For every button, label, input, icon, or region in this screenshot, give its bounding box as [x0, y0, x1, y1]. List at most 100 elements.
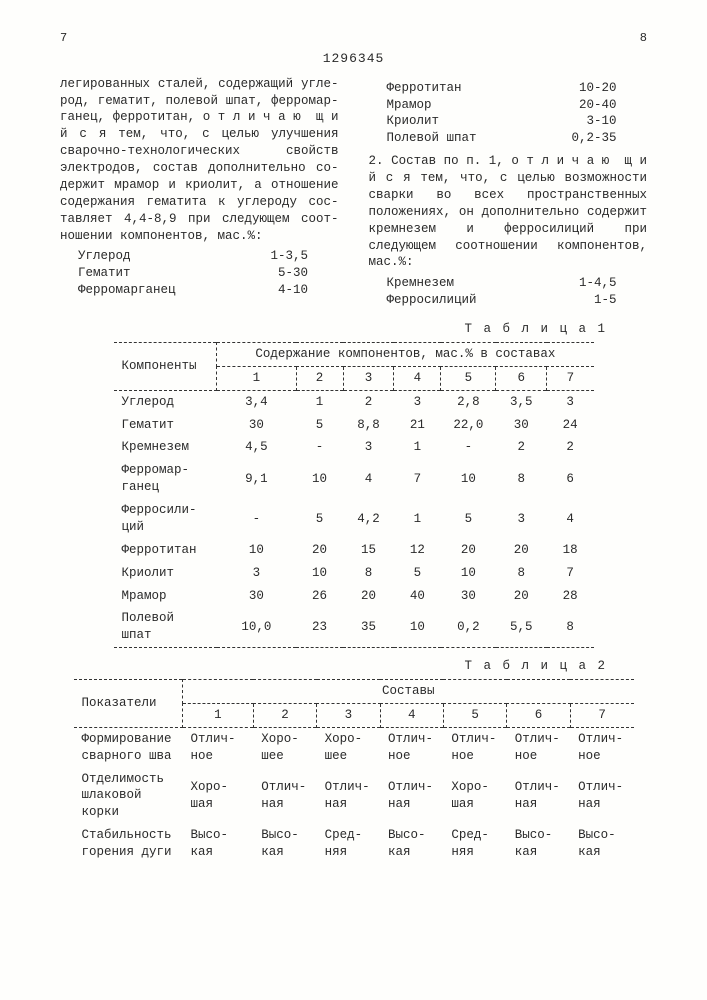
table-row-name: Углерод [114, 390, 217, 413]
table-cell: 10 [394, 607, 441, 647]
table-cell: 20 [441, 539, 496, 562]
table-cell: 4 [343, 459, 394, 499]
table-cell: 8,8 [343, 414, 394, 437]
left-paragraph: легированных сталей, содержащий угле­род… [60, 76, 339, 245]
table-cell: 3 [217, 562, 296, 585]
table-cell: 6 [547, 459, 594, 499]
component-name: Кремнезем [387, 275, 455, 292]
table-cell: 40 [394, 585, 441, 608]
table-cell: 0,2 [441, 607, 496, 647]
component-name: Ферросилиций [387, 292, 477, 309]
table-cell: 10 [441, 562, 496, 585]
table-cell: Хоро-шее [253, 727, 316, 767]
table-row-name: Ферромар-ганец [114, 459, 217, 499]
left-component-list: Углерод1-3,5Гематит5-30Ферромарганец4-10 [78, 248, 339, 299]
table-cell: 20 [496, 539, 547, 562]
component-row: Гематит5-30 [78, 265, 308, 282]
table-cell: 28 [547, 585, 594, 608]
table-cell: 1 [296, 390, 343, 413]
patent-number: 1296345 [60, 50, 647, 68]
component-value: 3-10 [586, 113, 616, 130]
component-row: Криолит3-10 [387, 113, 617, 130]
table-cell: 5 [394, 562, 441, 585]
table-cell: Отлич-ное [183, 727, 254, 767]
table-row-name: Отделимость шлаковой корки [74, 768, 183, 825]
table-cell: 3 [496, 499, 547, 539]
component-name: Ферротитан [387, 80, 462, 97]
table-cell: 2 [547, 436, 594, 459]
component-value: 20-40 [579, 97, 617, 114]
table-cell: Отлич-ная [507, 768, 570, 825]
table-cell: 30 [496, 414, 547, 437]
table-cell: 3,5 [496, 390, 547, 413]
table-cell: 8 [496, 562, 547, 585]
table-cell: 12 [394, 539, 441, 562]
table-cell: Сред-няя [443, 824, 506, 864]
component-row: Ферротитан 10-20 [387, 80, 617, 97]
component-value: 10-20 [579, 80, 617, 97]
table-row-name: Ферросили-ций [114, 499, 217, 539]
table-cell: Хоро-шая [183, 768, 254, 825]
table-cell: 1 [394, 436, 441, 459]
table-1: КомпонентыСодержание компонентов, мас.% … [114, 342, 594, 648]
component-name: Углерод [78, 248, 131, 265]
table-cell: Отлич-ная [570, 768, 633, 825]
component-row: Мрамор 20-40 [387, 97, 617, 114]
table-cell: 2 [496, 436, 547, 459]
table-cell: 24 [547, 414, 594, 437]
table-cell: Сред-няя [317, 824, 380, 864]
table-cell: 5 [296, 499, 343, 539]
table-row-name: Мрамор [114, 585, 217, 608]
table-cell: 3 [547, 390, 594, 413]
table-cell: 3,4 [217, 390, 296, 413]
component-row: Кремнезем 1-4,5 [387, 275, 617, 292]
table-cell: Отлич-ное [380, 727, 443, 767]
table-cell: 5,5 [496, 607, 547, 647]
table-row-name: Криолит [114, 562, 217, 585]
table-cell: 20 [496, 585, 547, 608]
table-cell: 10,0 [217, 607, 296, 647]
table-cell: 7 [547, 562, 594, 585]
table-cell: 8 [343, 562, 394, 585]
table-row-name: Полевой шпат [114, 607, 217, 647]
table-cell: Высо-кая [570, 824, 633, 864]
table-cell: - [217, 499, 296, 539]
table-cell: Хоро-шая [443, 768, 506, 825]
table-cell: - [441, 436, 496, 459]
component-value: 4-10 [278, 282, 308, 299]
table2-label: Т а б л и ц а 2 [60, 658, 607, 675]
table-cell: 2,8 [441, 390, 496, 413]
component-value: 0,2-35 [571, 130, 616, 147]
right-component-list-bottom: Кремнезем 1-4,5 Ферросилиций 1-5 [387, 275, 648, 309]
table-cell: 10 [217, 539, 296, 562]
table-cell: Отлич-ное [443, 727, 506, 767]
table-cell: 26 [296, 585, 343, 608]
table-cell: 22,0 [441, 414, 496, 437]
table-cell: 8 [547, 607, 594, 647]
component-value: 1-5 [594, 292, 617, 309]
left-column: легированных сталей, содержащий угле­род… [60, 76, 339, 315]
table-cell: Высо-кая [183, 824, 254, 864]
table-cell: 8 [496, 459, 547, 499]
right-paragraph: 2. Состав по п. 1, о т л и ч а ю ­ щ и й… [369, 153, 648, 271]
table-cell: 4,5 [217, 436, 296, 459]
table-2: ПоказателиСоставы1234567Формирование сва… [74, 679, 634, 864]
page-num-left: 7 [60, 30, 67, 46]
table-cell: 3 [394, 390, 441, 413]
right-component-list-top: Ферротитан 10-20 Мрамор 20-40Криолит3-10Пол… [387, 80, 648, 148]
table-cell: Высо-кая [507, 824, 570, 864]
table-cell: 18 [547, 539, 594, 562]
table-cell: Хоро-шее [317, 727, 380, 767]
table-cell: 5 [296, 414, 343, 437]
table-cell: 30 [217, 414, 296, 437]
component-name: Мрамор [387, 97, 432, 114]
table-row-name: Формирование сварного шва [74, 727, 183, 767]
component-value: 1-4,5 [579, 275, 617, 292]
table-cell: 30 [441, 585, 496, 608]
table-cell: 5 [441, 499, 496, 539]
component-row: Полевой шпат0,2-35 [387, 130, 617, 147]
right-column: Ферротитан 10-20 Мрамор 20-40Криолит3-10Пол… [369, 76, 648, 315]
table-cell: 4,2 [343, 499, 394, 539]
table-cell: Высо-кая [380, 824, 443, 864]
table-cell: 20 [343, 585, 394, 608]
